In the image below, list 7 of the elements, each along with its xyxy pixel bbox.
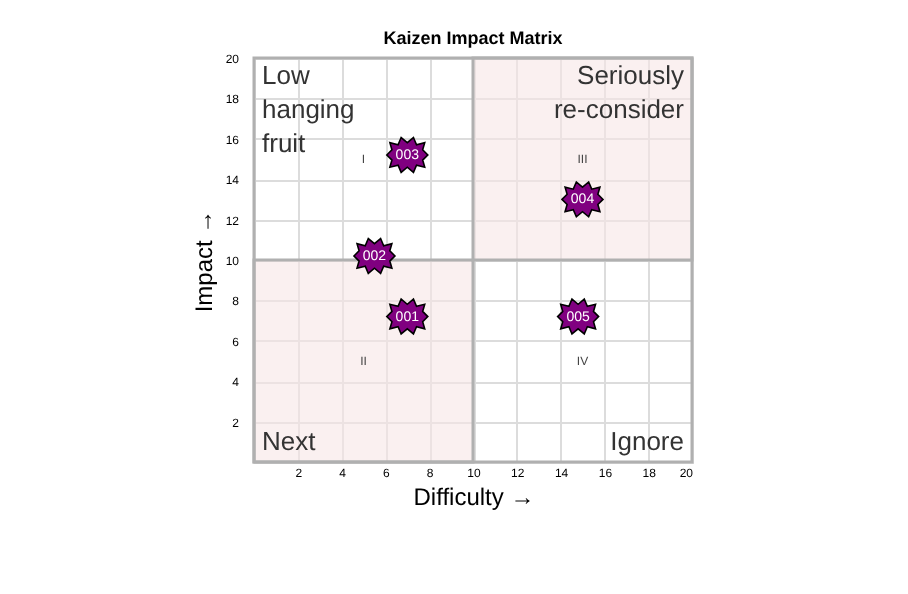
annotation: Next (262, 426, 317, 456)
x-axis-title: Difficulty → (413, 483, 535, 511)
y-axis-title: Impact → (189, 209, 218, 313)
annotation: Seriously re-consider (553, 60, 686, 124)
chart-title: Kaizen Impact Matrix (383, 28, 563, 48)
annotation: Ignore (610, 426, 684, 456)
annotation: Low hanging fruit (262, 60, 355, 158)
